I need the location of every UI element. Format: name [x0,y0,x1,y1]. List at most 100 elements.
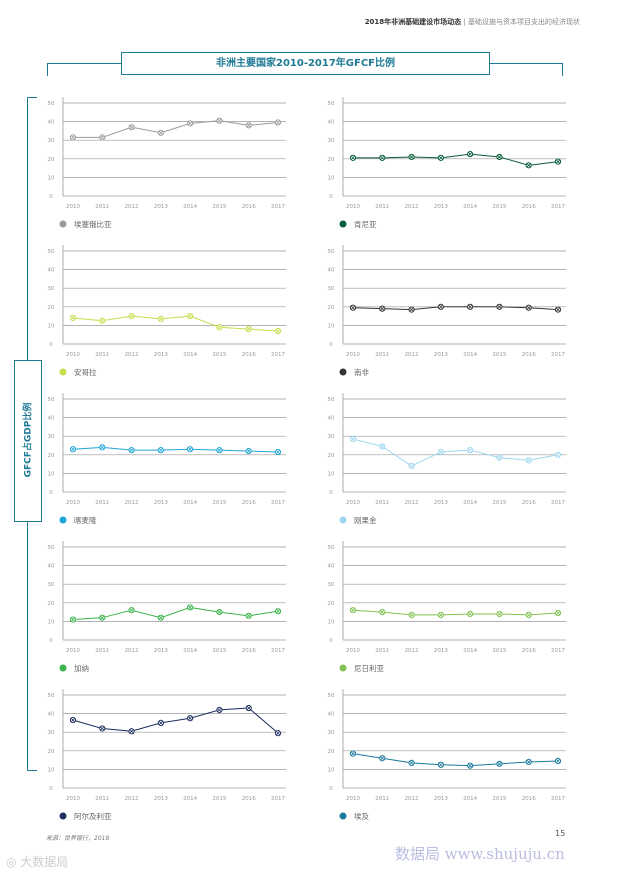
x-tick-label: 2014 [183,352,197,358]
x-tick-label: 2010 [346,204,360,210]
x-tick-label: 2014 [183,796,197,802]
data-point-mark [246,449,251,453]
data-point-mark [129,608,134,613]
chart-svg: 0 10 20 30 40 50 2010 2011 2012 2013 2014 2015 2016 2… [328,245,566,377]
x-tick-label: 2016 [242,500,256,506]
data-point-mark [556,759,560,763]
x-tick-label: 2015 [492,500,506,506]
chart-svg: 0 10 20 30 40 50 2010 2011 2012 2013 2014 2015 2016 2… [48,393,286,525]
legend-swatch [59,516,67,524]
y-tick-label: 0 [329,638,333,644]
data-point-mark [409,613,414,617]
series-line [73,120,279,138]
data-point-mark [129,125,134,130]
data-point-mark [217,448,222,453]
y-label-box [14,360,42,522]
x-tick-label: 2013 [154,796,168,802]
legend-swatch [59,368,67,376]
data-point-mark [526,613,531,617]
line-chart-7: 0 10 20 30 40 50 2010 2011 2012 2013 2014 2015 2016 2… [30,539,320,687]
bracket-line [489,63,563,64]
source-note: 来源：世界银行，2018 [46,835,110,842]
data-point-mark [100,726,105,731]
y-tick-label: 20 [328,601,335,607]
line-chart-6: 0 10 20 30 40 50 2010 2011 2012 2013 2014 2015 2016 2… [310,391,600,539]
data-point-mark [188,447,193,452]
data-point-mark [217,610,222,614]
x-tick-label: 2016 [242,796,256,802]
y-tick-label: 20 [328,749,335,755]
chart-svg: 0 10 20 30 40 50 2010 2011 2012 2013 2014 2015 2016 2… [48,541,286,673]
x-tick-label: 2012 [405,796,419,802]
y-tick-label: 10 [328,471,335,477]
y-tick-label: 10 [328,767,335,773]
data-point-mark [526,305,531,310]
data-point-mark [188,605,193,610]
watermark: 数据局 www.shujuju.cn [395,845,565,863]
y-tick-label: 20 [328,157,335,163]
y-tick-label: 50 [48,397,55,403]
data-point-mark [71,135,75,140]
y-tick-label: 40 [48,564,55,570]
y-tick-label: 30 [328,286,335,292]
data-point-mark [556,159,560,164]
data-point-mark [438,762,443,767]
x-tick-label: 2012 [405,500,419,506]
y-tick-label: 10 [48,323,55,329]
y-tick-label: 0 [329,490,333,496]
series-line [352,609,559,616]
x-tick-label: 2016 [242,204,256,210]
y-tick-label: 30 [328,434,335,440]
data-point-mark [217,118,222,123]
data-point-mark [100,445,105,450]
y-tick-label: 20 [48,601,55,607]
y-tick-label: 10 [48,175,55,181]
series-line [352,753,559,767]
x-tick-label: 2017 [551,352,565,358]
bracket-line [47,63,121,64]
x-tick-label: 2011 [95,352,109,358]
x-tick-label: 2016 [522,204,536,210]
data-point-mark [276,609,280,614]
y-tick-label: 50 [48,249,55,255]
data-point-mark [468,763,473,768]
x-tick-label: 2013 [434,500,448,506]
x-tick-label: 2010 [346,796,360,802]
x-tick-label: 2013 [434,796,448,802]
data-point-mark [217,325,222,330]
legend-swatch [339,516,347,524]
y-tick-label: 10 [328,175,335,181]
x-tick-label: 2013 [154,500,168,506]
data-point-mark [158,721,163,725]
data-point-mark [246,706,251,710]
data-point-mark [276,731,280,736]
x-tick-label: 2017 [271,648,285,654]
y-tick-label: 20 [48,157,55,163]
data-point-mark [526,458,531,463]
chart-svg: 0 10 20 30 40 50 2010 2011 2012 2013 2014 2015 2016 2… [48,97,286,229]
data-point-mark [246,613,251,618]
x-tick-label: 2016 [522,352,536,358]
y-tick-label: 40 [328,416,335,422]
y-tick-label: 40 [48,268,55,274]
x-tick-label: 2010 [66,500,80,506]
y-tick-label: 30 [48,582,55,588]
y-tick-label: 0 [49,638,53,644]
data-point-mark [438,613,443,617]
series-line [72,707,279,734]
series-line [72,606,279,621]
x-tick-label: 2011 [375,796,389,802]
data-point-mark [351,437,355,441]
y-tick-label: 50 [328,397,335,403]
y-tick-label: 30 [328,730,335,736]
chart-svg: 0 10 20 30 40 50 2010 2011 2012 2013 2014 2015 2016 2… [328,97,566,229]
data-point-mark [188,314,193,318]
data-point-mark [468,304,473,309]
y-tick-label: 0 [49,490,53,496]
logo-text: 大数据局 [20,855,69,869]
y-tick-label: 10 [48,471,55,477]
x-tick-label: 2017 [271,352,285,358]
x-tick-label: 2016 [522,648,536,654]
data-point-mark [497,612,502,616]
y-tick-label: 10 [48,619,55,625]
